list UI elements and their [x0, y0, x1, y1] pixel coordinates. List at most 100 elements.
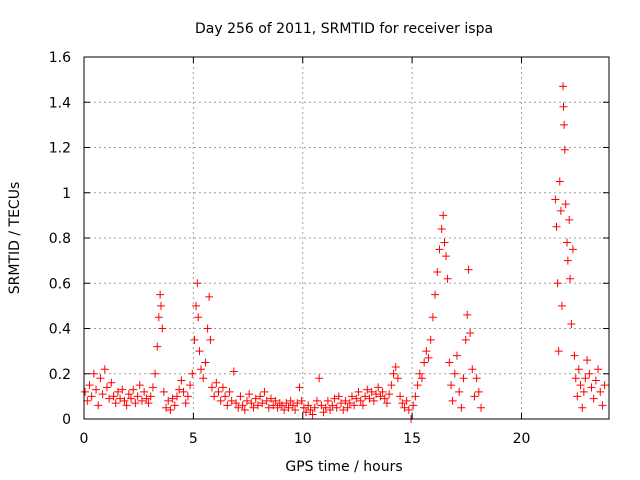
data-point [339, 405, 348, 414]
data-point [560, 120, 569, 129]
data-point [387, 381, 396, 390]
data-point [133, 392, 142, 401]
data-point [450, 369, 459, 378]
data-point [378, 387, 387, 396]
data-point [207, 383, 216, 392]
data-point [583, 356, 592, 365]
data-point [576, 381, 585, 390]
data-point [563, 256, 572, 265]
data-point [195, 347, 204, 356]
data-point [127, 394, 136, 403]
data-point [354, 387, 363, 396]
data-point [186, 381, 195, 390]
data-point [319, 408, 328, 417]
data-point [210, 392, 219, 401]
data-point [358, 401, 367, 410]
data-point [589, 394, 598, 403]
y-tick-label: 0.4 [49, 322, 71, 338]
data-point [328, 401, 337, 410]
data-point [468, 365, 477, 374]
data-point [426, 335, 435, 344]
data-point [190, 335, 199, 344]
data-point [374, 383, 383, 392]
data-point [310, 403, 319, 412]
data-point [472, 374, 481, 383]
y-axis-label: SRMTID / TECUs [7, 182, 23, 295]
data-point [402, 396, 411, 405]
data-point [293, 399, 302, 408]
data-point [245, 390, 254, 399]
data-point [120, 396, 129, 405]
data-point [304, 401, 313, 410]
data-point [361, 392, 370, 401]
data-point [157, 301, 165, 310]
data-point [553, 279, 562, 288]
data-point [201, 358, 210, 367]
data-point [559, 102, 568, 111]
x-tick-labels: 0 5 10 15 20 [80, 431, 531, 447]
data-point [175, 385, 184, 394]
y-tick-label: 0.6 [49, 276, 71, 292]
data-point [247, 399, 256, 408]
data-point [326, 405, 335, 414]
chart-title: Day 256 of 2011, SRMTID for receiver isp… [195, 21, 493, 37]
data-point [177, 376, 186, 385]
data-point [216, 396, 225, 405]
y-tick-label: 0.2 [49, 367, 71, 383]
data-point [341, 396, 350, 405]
data-point [337, 399, 346, 408]
data-point [315, 374, 324, 383]
data-point [372, 390, 381, 399]
data-point [563, 238, 571, 247]
data-point [262, 396, 271, 405]
data-point [179, 387, 188, 396]
data-point [560, 145, 569, 154]
data-point [420, 358, 429, 367]
data-point [102, 383, 111, 392]
x-tick-label: 20 [513, 431, 531, 447]
data-point [332, 403, 341, 412]
data-point [129, 385, 138, 394]
data-point [166, 405, 175, 414]
data-point [369, 396, 378, 405]
data-point [236, 392, 245, 401]
data-point [258, 399, 267, 408]
data-point [286, 396, 295, 405]
data-point [461, 335, 470, 344]
data-point [85, 381, 94, 390]
data-point [578, 403, 587, 412]
data-point [109, 392, 118, 401]
data-point [280, 405, 289, 414]
x-axis-label: GPS time / hours [285, 459, 402, 475]
data-point [551, 195, 560, 204]
data-point [442, 252, 451, 261]
data-point [297, 396, 306, 405]
data-point [302, 408, 311, 417]
data-point [350, 401, 359, 410]
data-point [317, 401, 326, 410]
data-point [183, 392, 192, 401]
data-point [554, 347, 563, 356]
data-point [389, 369, 398, 378]
data-point [413, 381, 422, 390]
data-point [428, 313, 437, 322]
data-point [172, 392, 181, 401]
data-point [111, 399, 120, 408]
data-point [396, 392, 405, 401]
data-point [291, 405, 300, 414]
data-point [188, 369, 197, 378]
data-point [376, 392, 385, 401]
data-point [306, 405, 315, 414]
data-point [561, 200, 570, 209]
data-point [282, 399, 291, 408]
data-point [253, 401, 262, 410]
data-point [151, 369, 160, 378]
data-point [385, 390, 394, 399]
data-point [455, 387, 464, 396]
data-point [347, 392, 356, 401]
data-point [415, 369, 424, 378]
x-tick-label: 5 [189, 431, 198, 447]
data-point [594, 365, 603, 374]
data-point [409, 401, 418, 410]
